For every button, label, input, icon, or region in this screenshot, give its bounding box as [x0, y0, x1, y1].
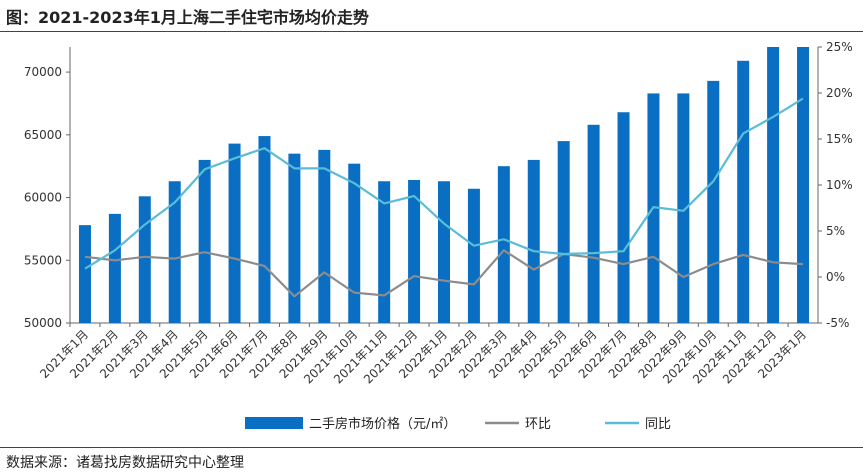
- mom-line: [84, 249, 804, 298]
- bar: [767, 47, 780, 323]
- legend-swatch-bar: [245, 417, 303, 429]
- bar: [108, 213, 121, 323]
- bar: [408, 179, 421, 323]
- bar: [258, 136, 271, 323]
- bar: [617, 112, 630, 324]
- right-tick-label: 20%: [826, 86, 853, 100]
- bar: [797, 47, 810, 323]
- left-tick-label: 50000: [24, 316, 62, 330]
- bar: [677, 93, 690, 323]
- left-tick-label: 55000: [24, 253, 62, 267]
- line-series: [84, 97, 804, 298]
- yoy-line: [84, 97, 804, 270]
- bar: [348, 163, 361, 323]
- legend-label: 二手房市场价格（元/㎡）: [309, 416, 456, 432]
- right-tick-label: 25%: [826, 40, 853, 54]
- bar: [557, 141, 570, 323]
- right-tick-label: -5%: [826, 316, 849, 330]
- bar: [318, 149, 331, 323]
- x-tick-labels: 2021年1月2021年2月2021年3月2021年4月2021年5月2021年…: [37, 323, 809, 386]
- left-tick-label: 70000: [24, 65, 62, 79]
- bar: [467, 188, 480, 323]
- bar: [378, 181, 391, 323]
- bar: [707, 80, 720, 323]
- bottom-divider: [0, 447, 863, 448]
- left-tick-label: 65000: [24, 128, 62, 142]
- right-tick-label: 0%: [826, 270, 845, 284]
- legend-label: 同比: [645, 417, 671, 432]
- right-tick-label: 5%: [826, 224, 845, 238]
- bar: [78, 225, 91, 323]
- bar: [198, 159, 211, 323]
- bar-series: [78, 47, 810, 324]
- legend: 二手房市场价格（元/㎡） 环比 同比: [245, 416, 671, 432]
- bar: [527, 159, 540, 323]
- bar: [737, 60, 750, 324]
- bar: [168, 181, 181, 323]
- bar: [138, 196, 151, 323]
- left-tick-label: 60000: [24, 191, 62, 205]
- bar: [497, 166, 510, 323]
- bar: [587, 124, 600, 323]
- legend-label: 环比: [525, 417, 551, 432]
- bar: [288, 153, 301, 323]
- right-tick-label: 10%: [826, 178, 853, 192]
- bar: [438, 181, 450, 323]
- right-tick-label: 15%: [826, 132, 853, 146]
- top-divider: [0, 31, 863, 32]
- bar: [228, 143, 241, 323]
- source-note: 数据来源：诸葛找房数据研究中心整理: [6, 455, 244, 471]
- page-title: 图：2021-2023年1月上海二手住宅市场均价走势: [6, 8, 369, 27]
